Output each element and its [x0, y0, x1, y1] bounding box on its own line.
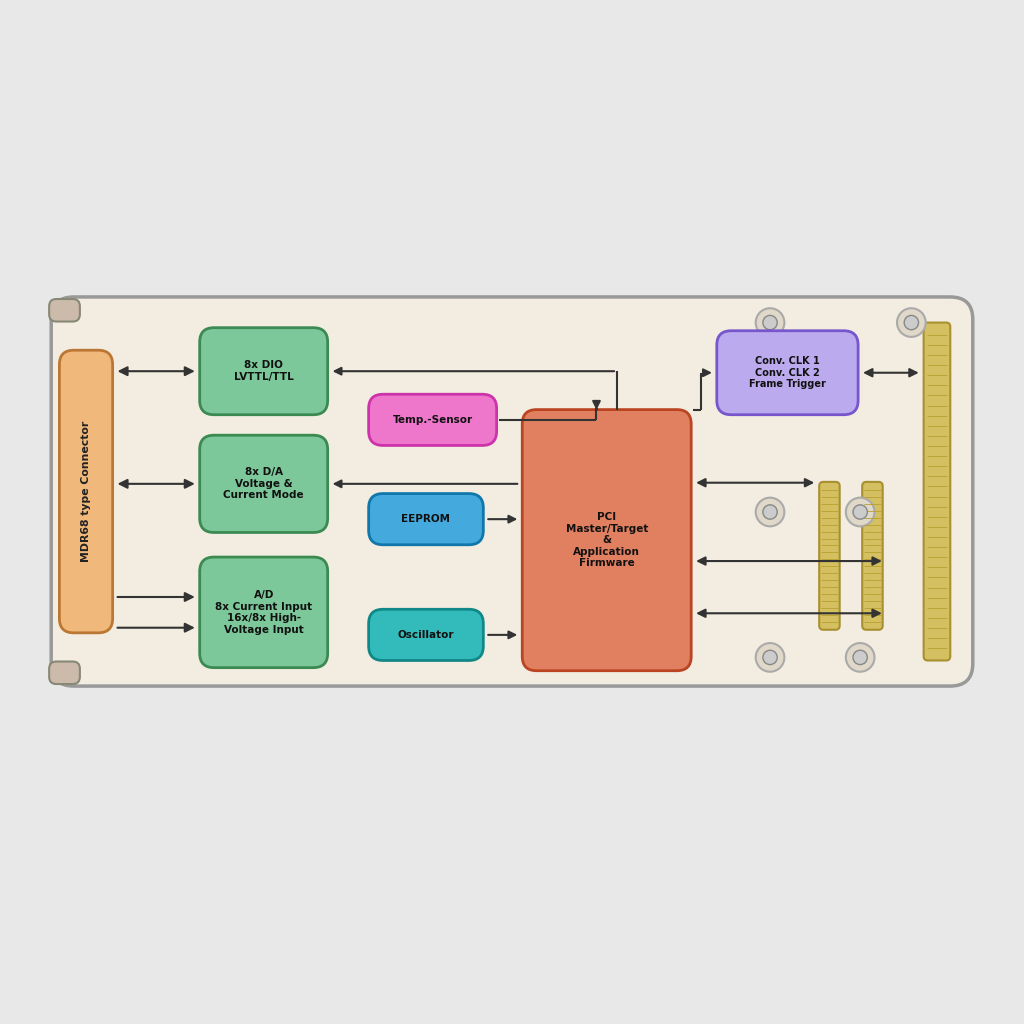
Text: MDR68 type Connector: MDR68 type Connector [81, 421, 91, 562]
Text: Conv. CLK 1
Conv. CLK 2
Frame Trigger: Conv. CLK 1 Conv. CLK 2 Frame Trigger [749, 356, 826, 389]
Circle shape [904, 315, 919, 330]
Text: 8x D/A
Voltage &
Current Mode: 8x D/A Voltage & Current Mode [223, 467, 304, 501]
FancyBboxPatch shape [59, 350, 113, 633]
FancyBboxPatch shape [819, 482, 840, 630]
Text: 8x DIO
LVTTL/TTL: 8x DIO LVTTL/TTL [233, 360, 294, 382]
Circle shape [763, 650, 777, 665]
FancyBboxPatch shape [200, 435, 328, 532]
Circle shape [897, 308, 926, 337]
FancyBboxPatch shape [49, 662, 80, 684]
Text: Oscillator: Oscillator [397, 630, 455, 640]
Text: PCI
Master/Target
&
Application
Firmware: PCI Master/Target & Application Firmware [565, 512, 648, 568]
FancyBboxPatch shape [862, 482, 883, 630]
Circle shape [846, 643, 874, 672]
FancyBboxPatch shape [369, 609, 483, 660]
FancyBboxPatch shape [51, 297, 973, 686]
FancyBboxPatch shape [200, 557, 328, 668]
Circle shape [846, 498, 874, 526]
Circle shape [756, 308, 784, 337]
FancyBboxPatch shape [717, 331, 858, 415]
Circle shape [756, 498, 784, 526]
Circle shape [763, 315, 777, 330]
Circle shape [853, 505, 867, 519]
FancyBboxPatch shape [200, 328, 328, 415]
Circle shape [853, 650, 867, 665]
Text: Temp.-Sensor: Temp.-Sensor [392, 415, 473, 425]
Text: EEPROM: EEPROM [401, 514, 451, 524]
FancyBboxPatch shape [369, 494, 483, 545]
FancyBboxPatch shape [369, 394, 497, 445]
FancyBboxPatch shape [522, 410, 691, 671]
Text: A/D
8x Current Input
16x/8x High-
Voltage Input: A/D 8x Current Input 16x/8x High- Voltag… [215, 590, 312, 635]
FancyBboxPatch shape [49, 299, 80, 322]
Circle shape [763, 505, 777, 519]
Circle shape [756, 643, 784, 672]
FancyBboxPatch shape [924, 323, 950, 660]
